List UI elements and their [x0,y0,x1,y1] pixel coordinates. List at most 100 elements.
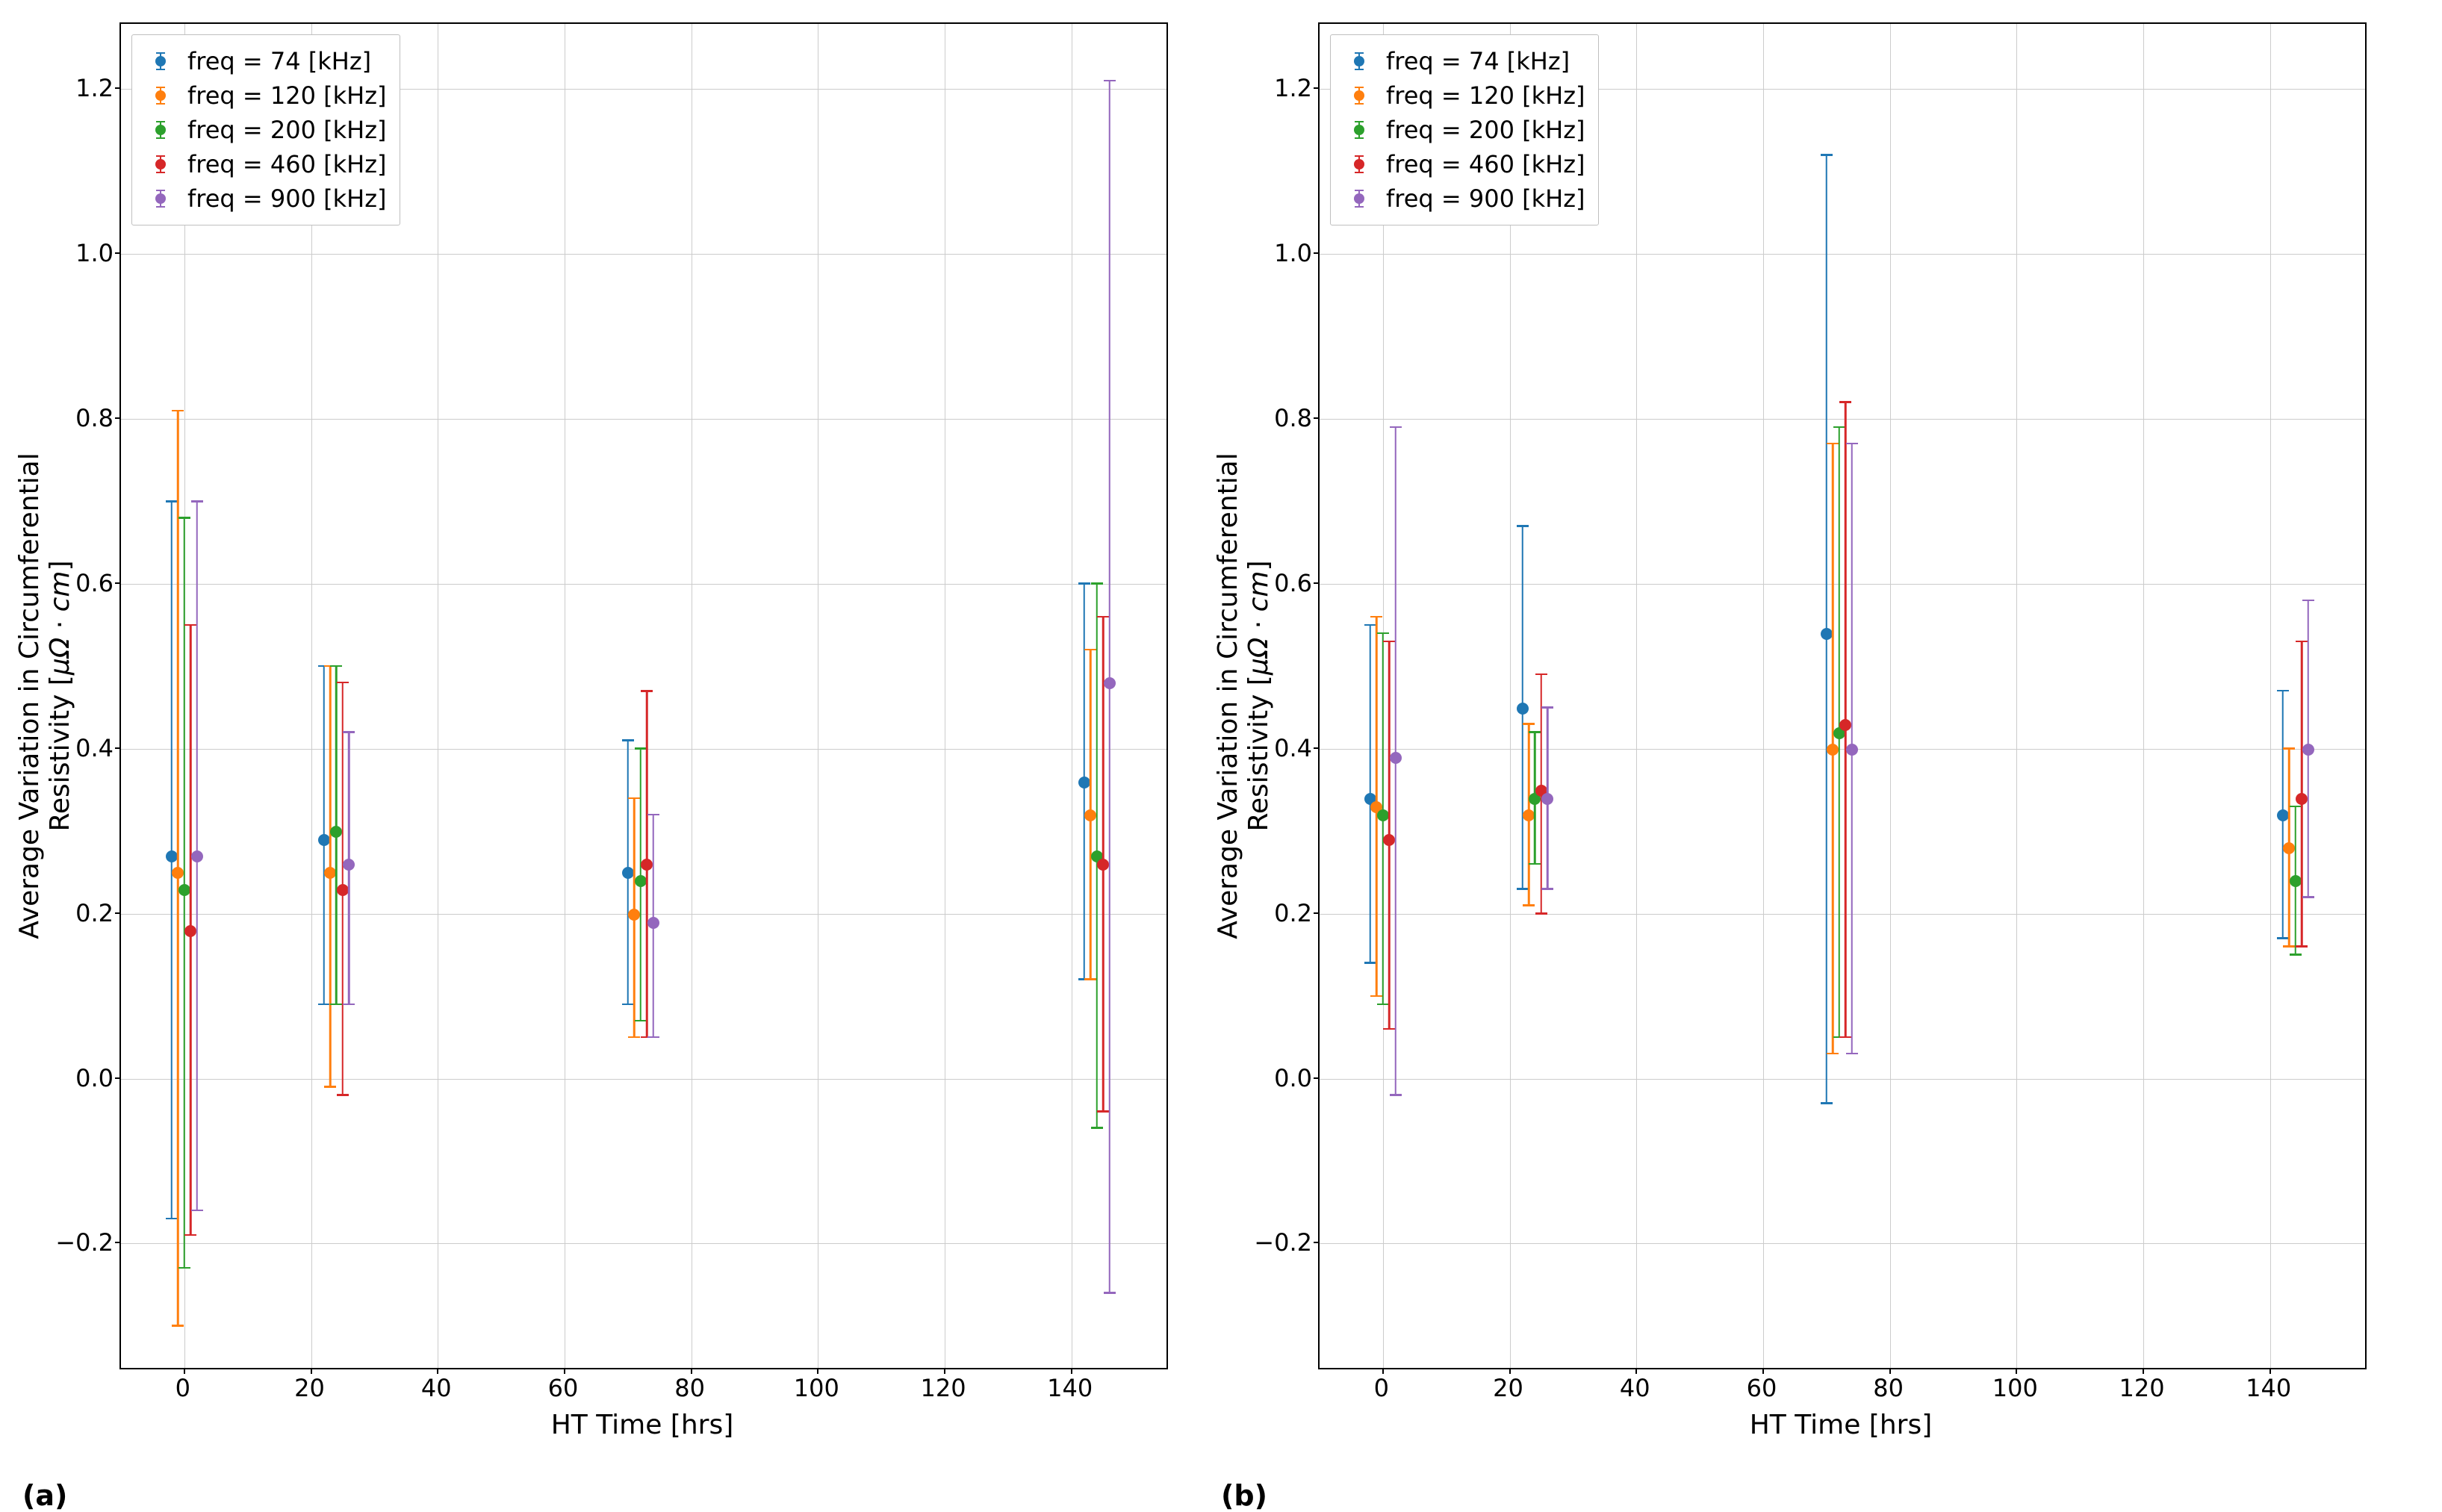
y-tick-label: 0.8 [75,404,114,432]
legend-marker [1341,121,1377,139]
y-tick-label: −0.2 [1254,1228,1312,1257]
x-tick-label: 40 [1620,1374,1650,1402]
gridline-h [121,254,1166,255]
gridline-h [1320,584,2365,585]
errorbar-cap [1839,401,1851,403]
errorbar-cap [1833,426,1845,429]
errorbar-cap [1839,1036,1851,1039]
errorbar-cap [1517,525,1529,527]
x-tick-label: 120 [920,1374,966,1402]
figure: Average Variation in Circumferential Res… [0,0,2397,1448]
plot-area-a: freq = 74 [kHz] freq = 120 [kHz] freq = 20… [119,22,1168,1369]
x-tick-label: 60 [1747,1374,1777,1402]
marker-dot [166,850,178,862]
errorbar-cap [1377,1004,1389,1006]
marker-dot [2290,875,2302,887]
marker-dot [647,917,659,929]
gridline-v [2270,24,2271,1368]
x-tick-label: 0 [175,1374,190,1402]
legend-marker [143,190,178,208]
panel-a: Average Variation in Circumferential Res… [22,22,1176,1440]
marker-dot [1097,859,1109,871]
legend-marker [143,155,178,173]
legend-marker [1341,155,1377,173]
legend-item: freq = 120 [kHz] [143,78,386,113]
marker-dot [622,867,634,879]
x-tick-label: 80 [674,1374,705,1402]
legend: freq = 74 [kHz]freq = 120 [kHz]freq = 20… [1330,34,1599,225]
errorbar-cap [343,731,355,733]
x-axis: 020406080100120140 [119,1369,1165,1407]
marker-dot [1839,719,1851,731]
errorbar-cap [1535,673,1547,676]
errorbar-cap [1529,863,1541,865]
legend-item: freq = 200 [kHz] [1341,113,1585,147]
marker-dot [343,859,355,871]
marker-dot [1846,744,1858,756]
errorbar-cap [647,814,659,816]
gridline-h [1320,914,2365,915]
errorbar-cap [178,517,190,519]
legend-item: freq = 74 [kHz] [143,44,386,78]
errorbar-cap [1084,978,1096,980]
marker-dot [2277,809,2289,821]
y-tick-label: 0.4 [1274,734,1312,762]
subplot-label-b: (b) [1221,1479,1267,1512]
errorbar-cap [1390,1094,1402,1096]
y-tick-label: 0.4 [75,734,114,762]
legend-label: freq = 460 [kHz] [187,150,386,178]
errorbar-cap [1078,582,1090,585]
errorbar-cap [635,747,647,750]
errorbar-cap [1084,649,1096,651]
marker-dot [628,909,640,921]
errorbar-cap [635,1020,647,1022]
y-tick-label: 0.2 [75,899,114,927]
x-tick-label: 20 [294,1374,325,1402]
errorbar-cap [1370,995,1382,998]
errorbar-cap [622,739,634,741]
legend-item: freq = 200 [kHz] [143,113,386,147]
legend-marker [143,52,178,70]
errorbar-cap [2283,945,2295,948]
marker-dot [1390,752,1402,764]
errorbar-cap [2296,641,2308,643]
tick-mark [115,1077,121,1079]
y-tick-label: 1.2 [1274,74,1312,102]
errorbar-cap [1104,80,1116,82]
errorbar-cap [330,1004,342,1006]
ylabel-wrap-a: Average Variation in Circumferential Res… [22,22,67,1369]
x-tick-label: 140 [1047,1374,1093,1402]
tick-mark [1314,87,1320,89]
tick-mark [1314,1242,1320,1243]
y-tick-label: 1.0 [75,239,114,267]
errorbar-cap [184,624,196,626]
marker-dot [337,884,349,896]
y-tick-label: 0.8 [1274,404,1312,432]
marker-dot [1523,809,1535,821]
errorbar-cap [324,1086,336,1088]
marker-dot [2283,842,2295,854]
errorbar-cap [628,1036,640,1039]
errorbar-cap [337,1094,349,1096]
y-tick-label: 0.6 [1274,569,1312,597]
gridline-h [121,419,1166,420]
errorbar-cap [1091,1127,1103,1129]
gridline-v [1510,24,1511,1368]
marker-dot [1821,628,1833,640]
errorbar-cap [1390,426,1402,429]
marker-dot [178,884,190,896]
gridline-v [311,24,312,1368]
errorbar-cap [1091,582,1103,585]
errorbar-cap [1523,904,1535,906]
marker-dot [172,867,184,879]
marker-dot [1084,809,1096,821]
errorbar-cap [1541,706,1553,709]
errorbar-cap [641,690,653,692]
errorbar-cap [1821,154,1833,156]
marker-dot [324,867,336,879]
legend-label: freq = 120 [kHz] [187,81,386,110]
marker-dot [1827,744,1839,756]
errorbar-cap [2302,600,2314,602]
y-tick-label: 1.2 [75,74,114,102]
subplot-label-a: (a) [22,1479,67,1512]
